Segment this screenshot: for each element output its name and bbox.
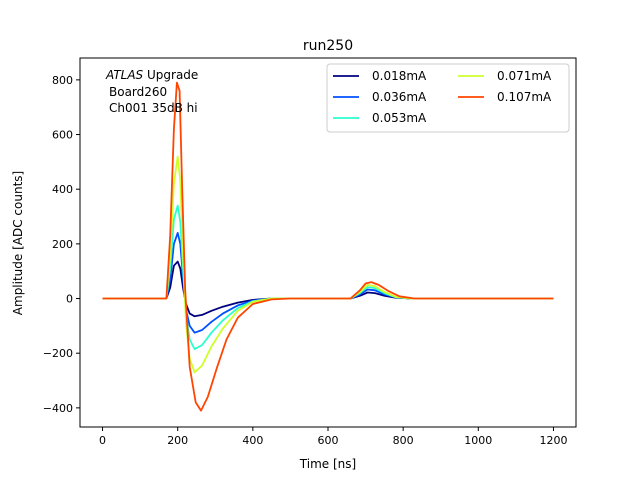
legend-item-1: 0.018mA (333, 69, 427, 83)
legend-item-4: 0.071mA (458, 69, 552, 83)
x-axis-label: Time [ns] (299, 457, 356, 471)
annotation-channel: Ch001 35dB hi (109, 101, 198, 115)
y-axis: −400 −200 0 200 400 600 800 (43, 74, 80, 415)
y-tick-label: 800 (52, 74, 73, 87)
legend: 0.018mA 0.036mA 0.053mA 0.071mA 0.107mA (326, 63, 570, 133)
series-line-1 (102, 260, 554, 318)
y-tick-label: 600 (52, 129, 73, 142)
y-tick-label: −400 (43, 402, 73, 415)
annotation-upgrade: Upgrade (143, 68, 198, 82)
x-tick-label: 200 (167, 434, 188, 447)
x-tick-label: 1200 (539, 434, 567, 447)
series-line-4 (102, 155, 554, 374)
legend-label: 0.018mA (372, 69, 427, 83)
y-tick-label: 200 (52, 238, 73, 251)
svg-text:ATLAS Upgrade: ATLAS Upgrade (105, 68, 198, 82)
x-tick-label: 600 (318, 434, 339, 447)
x-axis: 0 200 400 600 800 1000 1200 (99, 427, 567, 447)
x-tick-label: 400 (242, 434, 263, 447)
annotation: ATLAS Upgrade Board260 Ch001 35dB hi (105, 68, 198, 115)
legend-item-2: 0.036mA (333, 90, 427, 104)
legend-box (326, 63, 570, 133)
series-layer (102, 81, 554, 412)
legend-label: 0.071mA (497, 69, 552, 83)
legend-item-3: 0.053mA (333, 111, 427, 125)
x-tick-label: 1000 (464, 434, 492, 447)
annotation-board: Board260 (109, 85, 167, 99)
series-line-3 (102, 204, 554, 350)
y-tick-label: 0 (66, 293, 73, 306)
chart-title: run250 (303, 38, 353, 54)
legend-item-5: 0.107mA (458, 90, 552, 104)
legend-label: 0.107mA (497, 90, 552, 104)
series-line-5 (102, 81, 554, 412)
legend-label: 0.053mA (372, 111, 427, 125)
annotation-atlas: ATLAS (105, 68, 144, 82)
x-tick-label: 0 (99, 434, 106, 447)
series-line-2 (102, 232, 554, 334)
legend-label: 0.036mA (372, 90, 427, 104)
y-tick-label: 400 (52, 183, 73, 196)
y-tick-label: −200 (43, 347, 73, 360)
y-axis-label: Amplitude [ADC counts] (11, 171, 25, 315)
x-tick-label: 800 (393, 434, 414, 447)
